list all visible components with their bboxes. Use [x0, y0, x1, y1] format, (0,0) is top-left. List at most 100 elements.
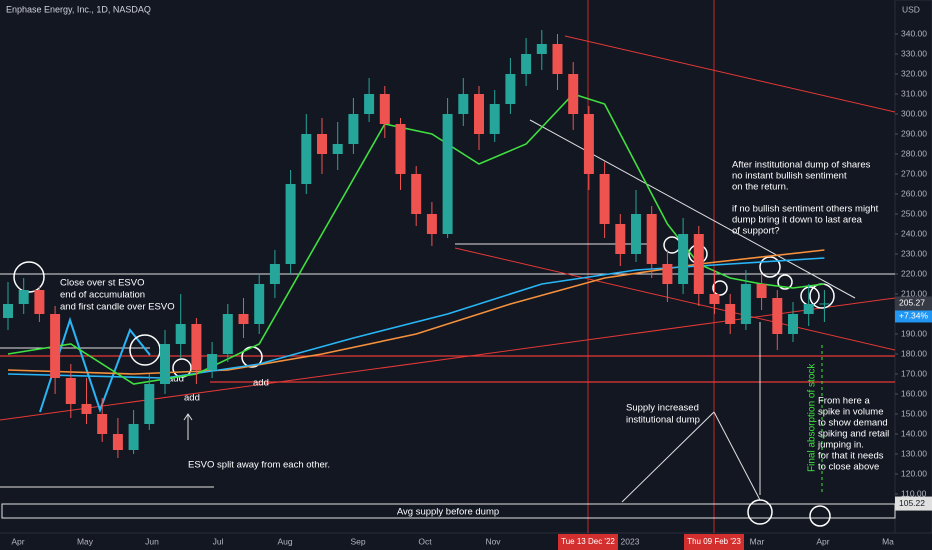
- last-price-box: [895, 296, 932, 311]
- candle-body: [693, 234, 704, 294]
- candle-body: [254, 284, 265, 324]
- annotation: ESVO split away from each other.: [188, 460, 330, 471]
- annotation: and first candle over ESVO: [60, 302, 175, 313]
- volume-avg-box: [895, 496, 932, 511]
- annotation: Close over st ESVO: [60, 278, 144, 289]
- y-tick-label: 270.00: [901, 168, 927, 178]
- price-axis: [894, 0, 932, 534]
- annotation: on the return.: [732, 182, 789, 193]
- candle-body: [379, 94, 390, 124]
- candle-body: [568, 74, 579, 114]
- annotation: add: [168, 374, 184, 385]
- highlight-circle: [712, 280, 728, 296]
- x-tick-label: Aug: [277, 536, 292, 546]
- candle-body: [411, 174, 422, 214]
- candle-body: [364, 94, 375, 114]
- y-tick-label: 330.00: [901, 48, 927, 58]
- candle-body: [646, 214, 657, 264]
- annotation: From here a: [818, 396, 870, 407]
- y-tick-label: 130.00: [901, 448, 927, 458]
- candle-body: [474, 94, 484, 134]
- y-tick-label: 220.00: [901, 268, 927, 278]
- y-tick-label: 120.00: [901, 468, 927, 478]
- candle-body: [521, 54, 532, 74]
- currency: USD: [902, 4, 920, 14]
- candle-body: [819, 303, 830, 305]
- change-box: [895, 310, 932, 323]
- date-tag-label: Thu 09 Feb '23: [687, 537, 741, 546]
- x-tick-label: Sep: [350, 536, 365, 546]
- highlight-circle: [13, 261, 45, 293]
- trend-line: [454, 247, 896, 351]
- x-tick-label: Apr: [11, 536, 24, 546]
- annotation: Avg supply before dump: [397, 507, 499, 518]
- annotation: spike in volume: [818, 407, 883, 418]
- annotation: add: [184, 393, 200, 404]
- candle-body: [678, 234, 689, 284]
- candle-body: [756, 284, 767, 298]
- candle-body: [772, 298, 783, 334]
- candle-body: [144, 384, 155, 424]
- candle-body: [489, 104, 500, 134]
- candle-body: [317, 134, 327, 154]
- y-tick-label: 140.00: [901, 428, 927, 438]
- highlight-circle: [747, 499, 773, 525]
- y-tick-label: 290.00: [901, 128, 927, 138]
- candle-body: [301, 134, 312, 184]
- candle-body: [599, 174, 610, 224]
- x-tick-label: Nov: [485, 536, 501, 546]
- x-tick-label: Jul: [213, 536, 224, 546]
- date-tag-label: Tue 13 Dec '22: [561, 537, 615, 546]
- candle-body: [442, 114, 453, 234]
- annotation: dump bring it down to last area: [732, 215, 863, 226]
- date-tag: [684, 534, 744, 550]
- y-tick-label: 210.00: [901, 288, 927, 298]
- annotation: Supply increased: [626, 403, 699, 414]
- x-tick-label: Apr: [816, 536, 829, 546]
- candle-body: [395, 124, 406, 174]
- y-tick-label: 320.00: [901, 68, 927, 78]
- candle-body: [536, 44, 547, 54]
- candle-body: [552, 44, 563, 74]
- annotation: if no bullish sentiment others might: [732, 204, 879, 215]
- y-tick-label: 180.00: [901, 348, 927, 358]
- y-tick-label: 340.00: [901, 28, 927, 38]
- candle-body: [18, 290, 29, 304]
- highlight-circle: [809, 505, 831, 527]
- chart-title: Enphase Energy, Inc., 1D, NASDAQ: [6, 4, 151, 14]
- y-tick-label: 150.00: [901, 408, 927, 418]
- candle-body: [128, 424, 139, 450]
- y-tick-label: 250.00: [901, 208, 927, 218]
- change-label: +7.34%: [899, 311, 929, 321]
- x-tick-label: Ma: [882, 536, 894, 546]
- x-tick-label: Oct: [418, 536, 432, 546]
- y-tick-label: 280.00: [901, 148, 927, 158]
- pointer-line: [713, 411, 761, 501]
- candle-body: [740, 284, 751, 324]
- annotation: to close above: [818, 462, 879, 473]
- y-tick-label: 160.00: [901, 388, 927, 398]
- annotation: spiking and retail: [818, 429, 889, 440]
- candle-body: [803, 304, 814, 314]
- x-tick-label: 2023: [621, 536, 640, 546]
- pointer-line: [621, 411, 715, 503]
- y-tick-label: 260.00: [901, 188, 927, 198]
- candle-body: [332, 144, 343, 154]
- y-tick-label: 230.00: [901, 248, 927, 258]
- highlight-circle: [759, 256, 781, 278]
- y-tick-label: 110.00: [901, 488, 927, 498]
- candle-body: [458, 94, 469, 114]
- annotation: no instant bullish sentiment: [732, 171, 847, 182]
- arrow-head: [183, 413, 193, 421]
- y-tick-label: 310.00: [901, 88, 927, 98]
- candle-body: [788, 314, 798, 334]
- candle-body: [207, 354, 218, 370]
- candle-body: [348, 114, 359, 144]
- candle-body: [238, 314, 249, 324]
- candle-body: [426, 214, 437, 234]
- candle-body: [285, 184, 296, 264]
